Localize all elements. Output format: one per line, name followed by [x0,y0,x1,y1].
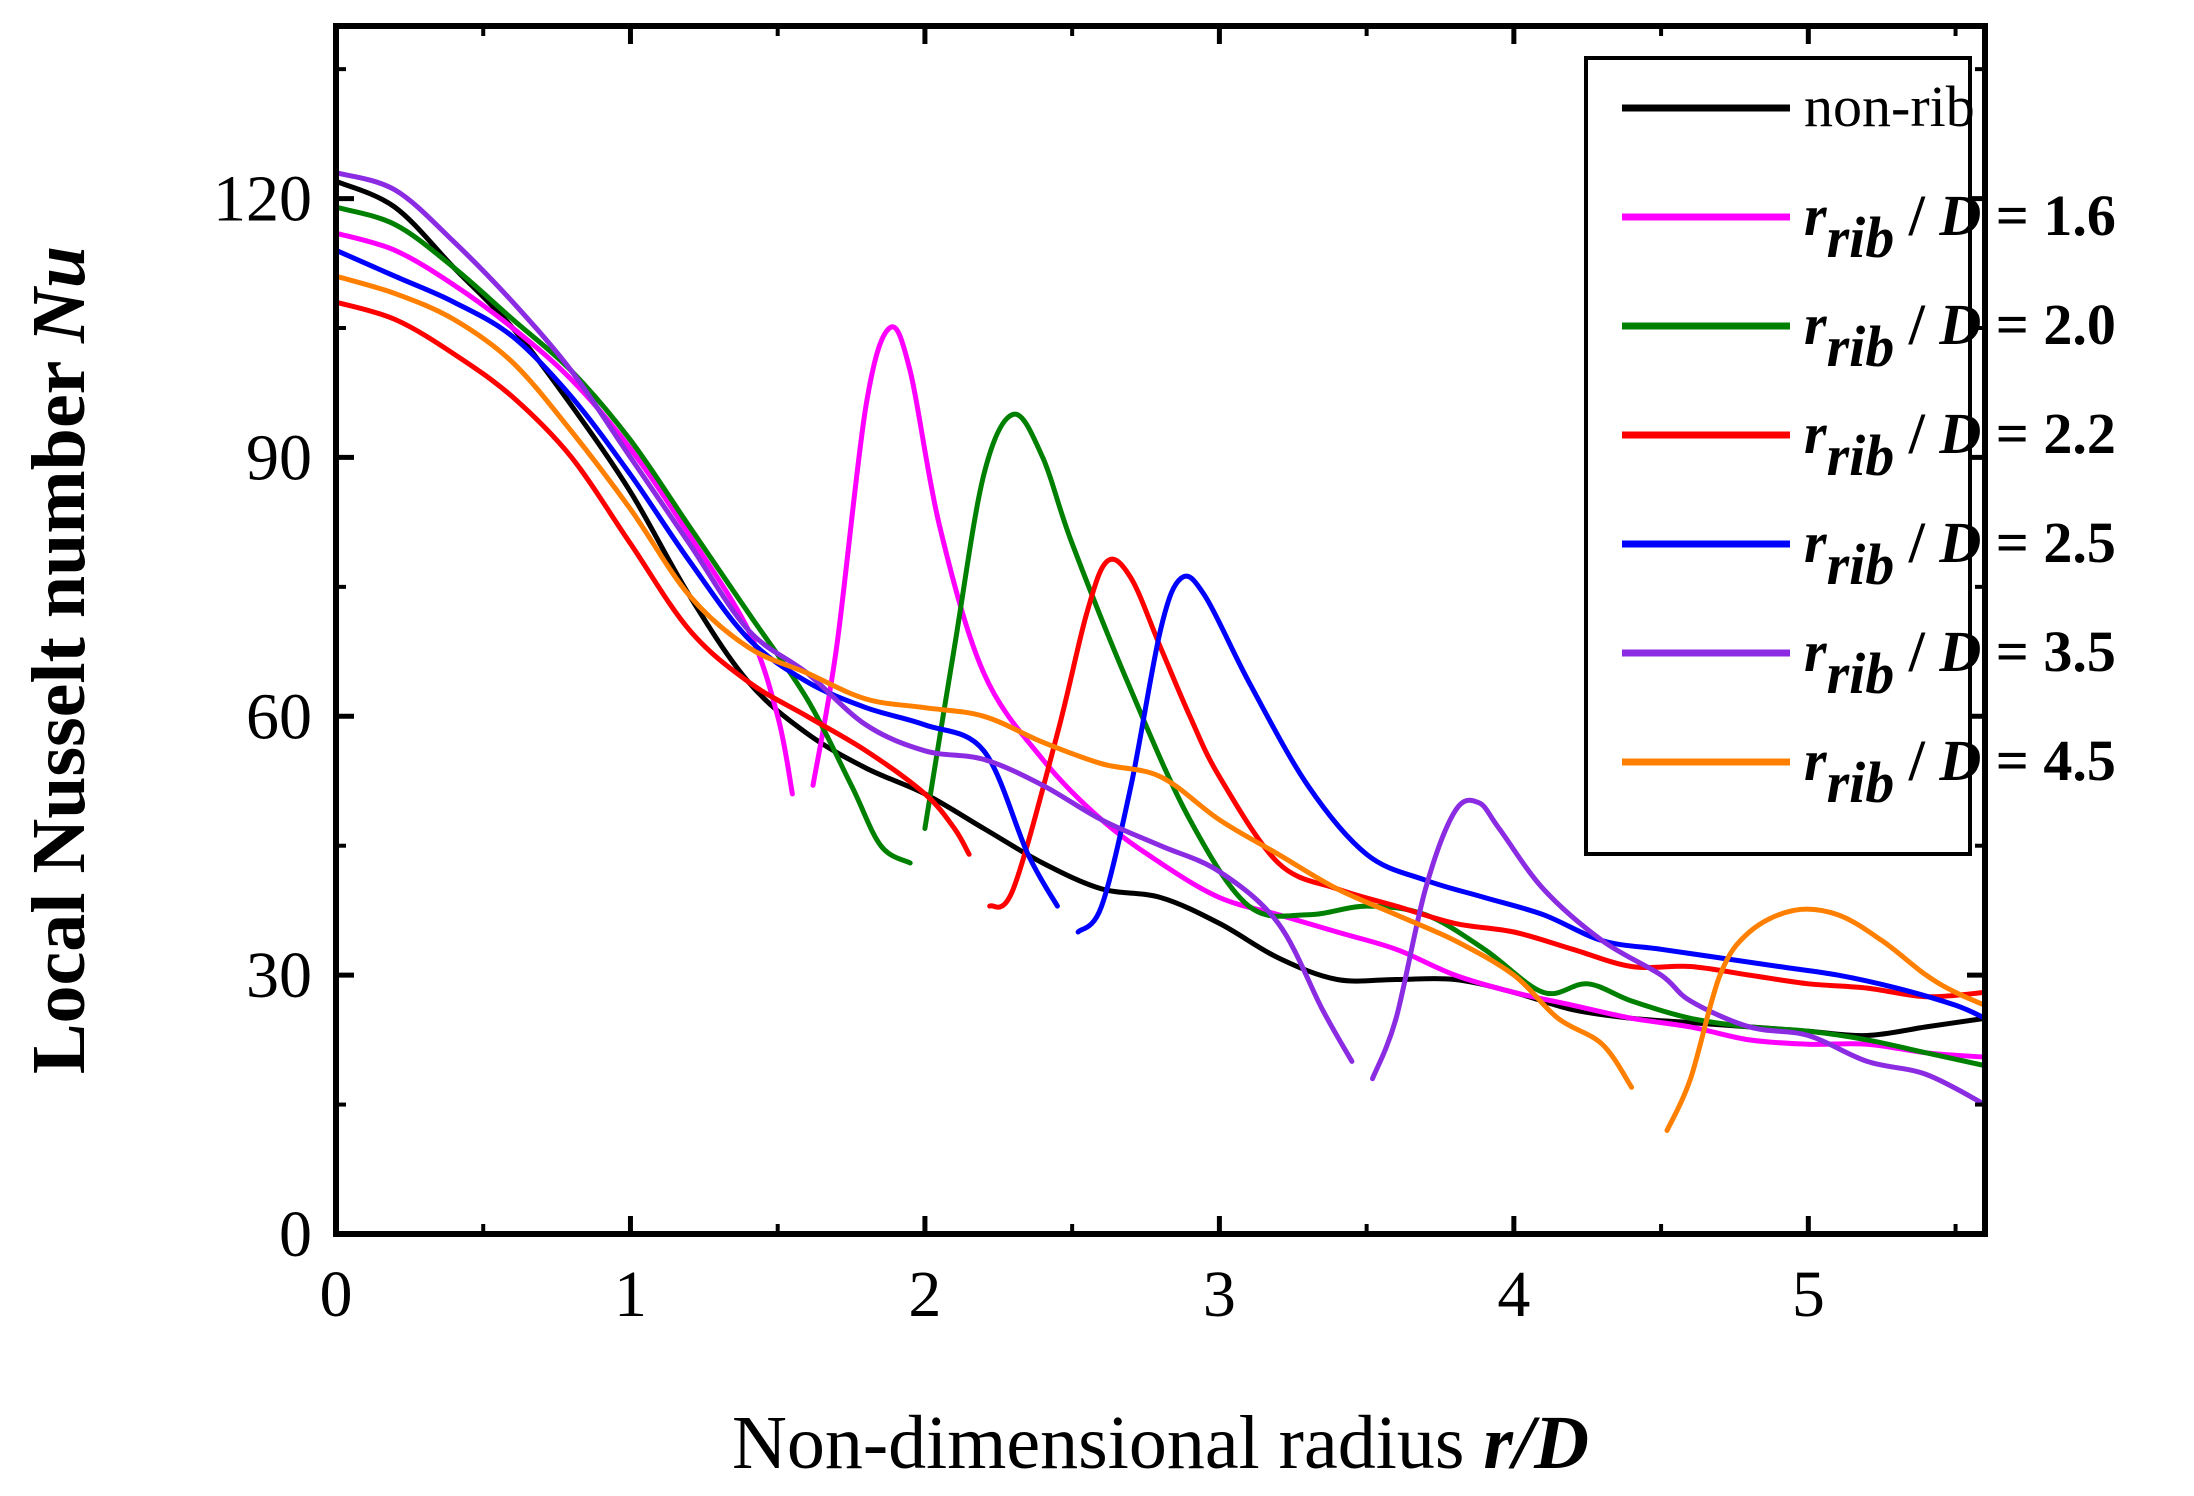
series-6-line-segment-0 [336,273,1635,1090]
y-axis-title-text: Local Nusselt number [17,343,101,1074]
series-3-line-segment-0 [336,299,972,857]
legend: non-rib rrib / D = 1.6 rrib / D = 2.0 rrib … [1584,56,2116,856]
series-1-line-segment-1 [810,324,1985,1060]
legend-entry-3: rrib / D = 2.2 [1804,401,2116,488]
legend-box [1584,56,1972,856]
plot-frame [333,23,1988,1237]
x-axis-title-variable: r/D [1483,1401,1589,1485]
legend-entry-5: rrib / D = 3.5 [1804,619,2116,706]
tick-labels-layer: 0 1 2 3 4 5 0 30 60 90 120 [213,163,1825,1331]
y-tick-label: 120 [213,163,312,236]
series-3-line-segment-1 [987,556,1985,1000]
legend-entry-4: rrib / D = 2.5 [1804,510,2116,597]
series-1-group [336,230,1985,1060]
series-3-group [336,299,1985,1000]
ticks-layer [333,26,1985,1237]
series-0-group [336,178,1985,1039]
legend-entry-2: rrib / D = 2.0 [1804,292,2116,379]
series-0-line-segment-0 [336,178,1985,1039]
series-4-line-segment-0 [336,247,1060,909]
x-tick-label: 0 [320,1258,353,1331]
x-axis-title-text: Non-dimensional radius [732,1401,1483,1485]
y-tick-label: 30 [246,939,312,1012]
series-5-line-segment-0 [336,170,1355,1064]
x-tick-label: 4 [1497,1258,1530,1331]
x-tick-label: 2 [908,1258,941,1331]
y-axis-title: Local Nusselt number Nu [17,246,101,1074]
series-1-line-segment-0 [336,230,795,797]
y-tick-label: 90 [246,421,312,494]
x-tick-label: 3 [1203,1258,1236,1331]
curves-layer [336,170,1985,1133]
series-5-line-segment-1 [1370,797,1985,1108]
y-tick-label: 60 [246,680,312,753]
series-6-group [336,273,1985,1133]
series-6-line-segment-1 [1664,906,1985,1133]
y-tick-label: 0 [279,1198,312,1271]
legend-entry-0: non-rib [1804,74,1975,139]
y-axis-title-variable: Nu [17,246,101,344]
x-tick-label: 1 [614,1258,647,1331]
series-4-line-segment-1 [1075,573,1985,1021]
series-2-line-segment-0 [336,204,913,866]
series-4-group [336,247,1985,1021]
legend-entry-1: rrib / D = 1.6 [1804,183,2116,270]
x-tick-label: 5 [1792,1258,1825,1331]
legend-entry-6: rrib / D = 4.5 [1804,728,2116,815]
x-axis-title: Non-dimensional radius r/D [732,1401,1589,1485]
series-5-group [336,170,1985,1108]
